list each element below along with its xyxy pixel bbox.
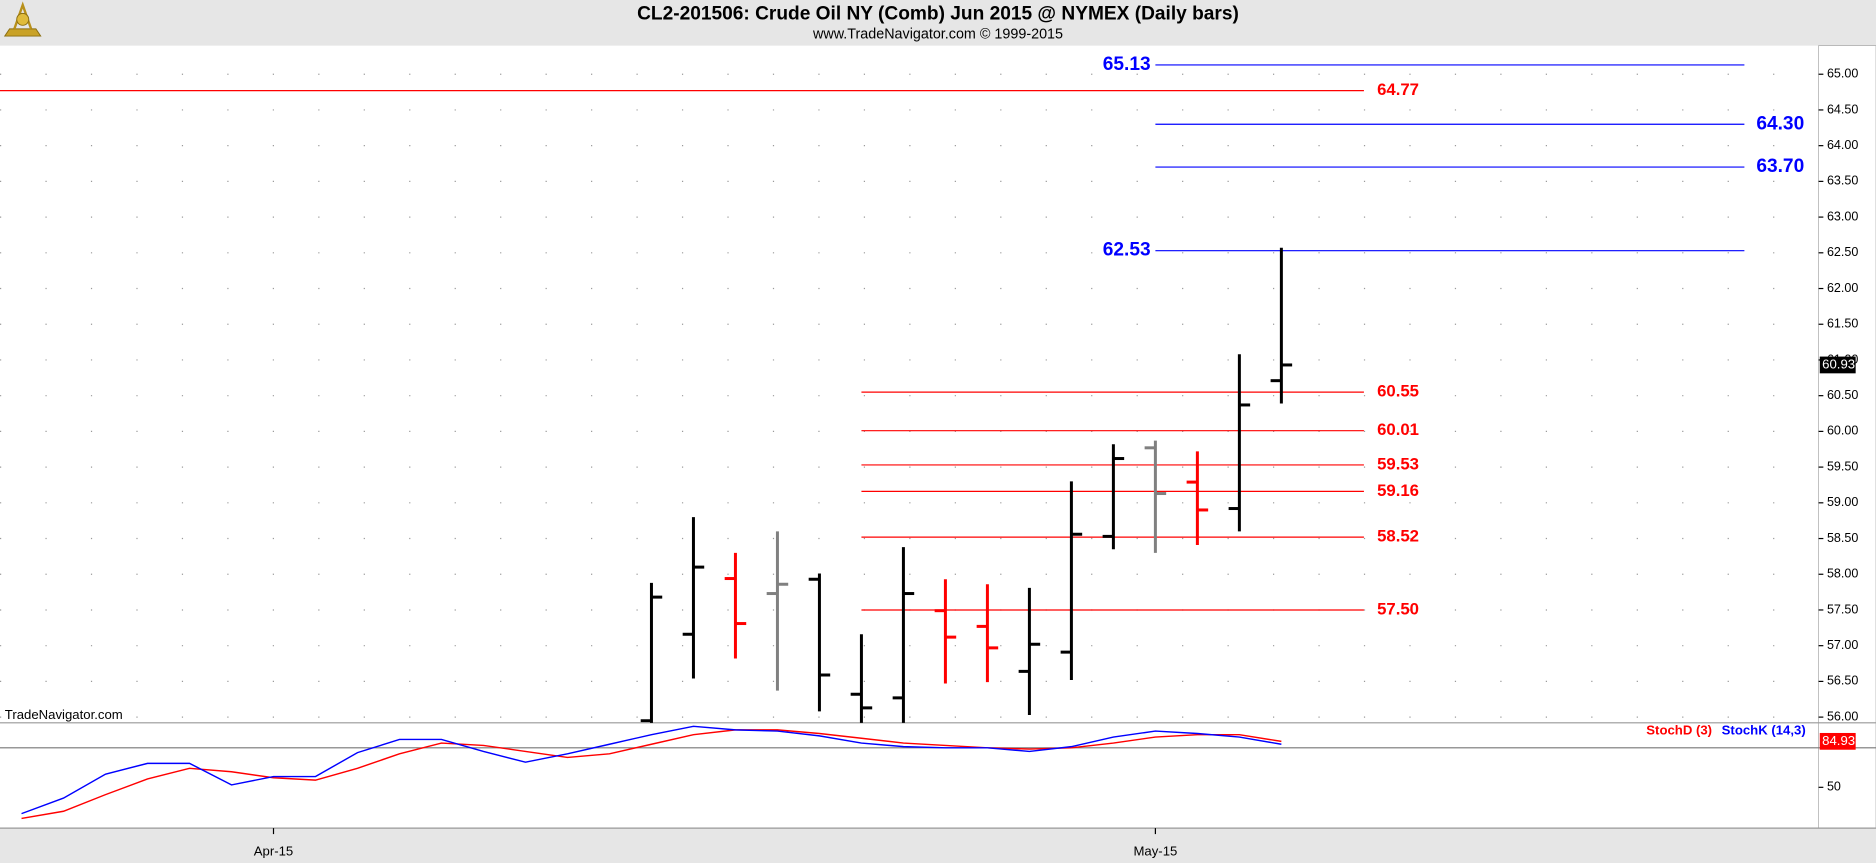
level-label: 59.16 (1377, 481, 1419, 500)
y-tick-label: 59.50 (1827, 459, 1858, 473)
y-tick-label: 56.50 (1827, 674, 1858, 688)
price-bars (0, 64, 1745, 723)
last-value-box (1819, 732, 1856, 750)
y-tick-label: 50 (1827, 780, 1841, 794)
level-label: 60.55 (1377, 382, 1419, 401)
level-label: 63.70 (1756, 156, 1804, 177)
level-label: 58.52 (1377, 527, 1419, 546)
stoch-lines (21, 725, 1282, 820)
level-label: 59.53 (1377, 454, 1419, 473)
level-label: 64.30 (1756, 113, 1804, 134)
stoch-line (21, 725, 1282, 815)
legend-entry: StochK (14,3) (1722, 723, 1806, 738)
right-axis-area (1818, 45, 1876, 829)
y-tick-label: 63.00 (1827, 209, 1858, 223)
plot-area (0, 45, 1819, 829)
y-tick-label: 61.50 (1827, 317, 1858, 331)
chart-title: CL2-201506: Crude Oil NY (Comb) Jun 2015… (637, 4, 1239, 25)
y-tick-label: 56.00 (1827, 709, 1858, 723)
stoch-line (21, 729, 1282, 820)
last-price-label: 60.93 (1822, 356, 1855, 371)
watermark: TradeNavigator.com (5, 707, 123, 722)
y-tick-label: 62.50 (1827, 245, 1858, 259)
last-value-label: 84.93 (1822, 733, 1855, 748)
y-tick-label: 60.50 (1827, 388, 1858, 402)
level-label: 65.13 (1103, 54, 1151, 75)
y-tick-label: 60.00 (1827, 424, 1858, 438)
y-tick-label: 64.00 (1827, 138, 1858, 152)
chart-subtitle: www.TradeNavigator.com © 1999-2015 (812, 27, 1063, 43)
y-tick-label: 64.50 (1827, 102, 1858, 116)
level-label: 64.77 (1377, 80, 1419, 99)
last-price-box (1819, 356, 1856, 374)
level-label: 57.50 (1377, 599, 1419, 618)
legend-entry: StochD (3) (1646, 723, 1712, 738)
y-tick-label: 57.50 (1827, 602, 1858, 616)
logo (3, 1, 42, 37)
x-tick-label: Apr-15 (254, 844, 293, 859)
y-tick-label: 62.00 (1827, 281, 1858, 295)
y-tick-label: 57.00 (1827, 638, 1858, 652)
level-label: 60.01 (1377, 420, 1419, 439)
y-tick-label: 63.50 (1827, 174, 1858, 188)
y-tick-label: 58.50 (1827, 531, 1858, 545)
level-label: 62.53 (1103, 240, 1151, 261)
y-tick-label: 65.00 (1827, 67, 1858, 81)
y-tick-label: 59.00 (1827, 495, 1858, 509)
y-tick-label: 58.00 (1827, 567, 1858, 581)
x-tick-label: May-15 (1133, 844, 1177, 859)
